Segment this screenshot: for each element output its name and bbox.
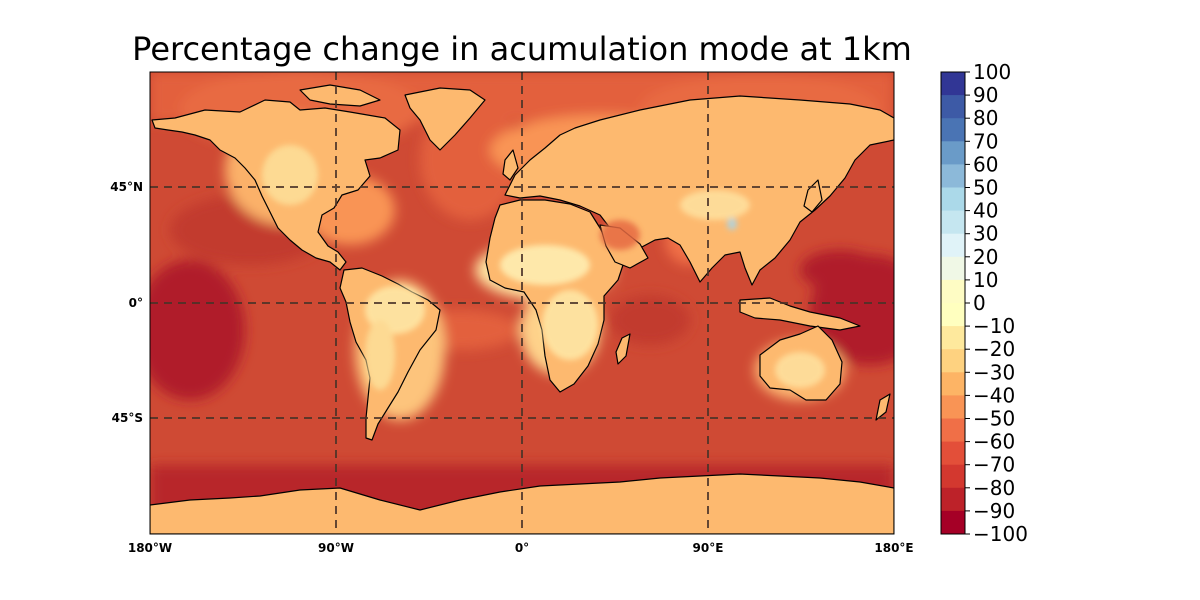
colorbar-swatch bbox=[941, 233, 965, 258]
colorbar-label: −50 bbox=[973, 407, 1015, 431]
land-indonesia bbox=[739, 297, 861, 331]
colorbar-label: −10 bbox=[973, 314, 1015, 338]
colorbar-swatch bbox=[941, 510, 965, 535]
colorbar-swatch bbox=[941, 72, 965, 96]
colorbar-swatch bbox=[941, 487, 965, 512]
colorbar-label: 40 bbox=[973, 199, 998, 223]
map-title: Percentage change in acumulation mode at… bbox=[132, 30, 912, 68]
colorbar-swatch bbox=[941, 418, 965, 443]
colorbar-label: −30 bbox=[973, 360, 1015, 384]
colorbar-label: −40 bbox=[973, 383, 1015, 407]
land-antarctica bbox=[150, 473, 894, 534]
lon-tick-label: 90°W bbox=[318, 541, 354, 555]
lat-tick-label: 45°N bbox=[110, 180, 143, 194]
map-area bbox=[150, 72, 894, 534]
land-greenland bbox=[404, 87, 486, 151]
colorbar-swatch bbox=[941, 118, 965, 142]
land-light-contours bbox=[262, 145, 825, 390]
colorbar-label: 30 bbox=[973, 222, 998, 246]
colorbar-swatch bbox=[941, 372, 965, 396]
colorbar-label: 90 bbox=[973, 83, 998, 107]
colorbar-label: −60 bbox=[973, 430, 1015, 454]
colorbar-swatch bbox=[941, 95, 965, 119]
colorbar-label: −80 bbox=[973, 476, 1015, 500]
lon-tick-label: 180°W bbox=[128, 541, 172, 555]
lon-tick-label: 90°E bbox=[693, 541, 724, 555]
gridlines bbox=[150, 72, 894, 534]
colorbar: 1009080706050403020100−10−20−30−40−50−60… bbox=[940, 60, 1028, 546]
colorbar-label: −20 bbox=[973, 337, 1015, 361]
colorbar-swatch bbox=[941, 210, 965, 235]
colorbar-label: 80 bbox=[973, 106, 998, 130]
map-frame bbox=[149, 71, 895, 535]
colorbar-label: −90 bbox=[973, 499, 1015, 523]
lon-tick-label: 180°E bbox=[874, 541, 913, 555]
colorbar-swatch bbox=[941, 303, 965, 327]
colorbar-swatch bbox=[941, 256, 965, 281]
colorbar-label: 10 bbox=[973, 268, 998, 292]
colorbar-swatch bbox=[941, 164, 965, 188]
colorbar-label: 100 bbox=[973, 60, 1011, 84]
colorbar-label: 0 bbox=[973, 291, 986, 315]
land-arctic-islands bbox=[299, 84, 381, 107]
lon-tick-label: 0° bbox=[515, 541, 529, 555]
colorbar-label: 50 bbox=[973, 176, 998, 200]
colorbar-swatch bbox=[941, 395, 965, 419]
land-madagascar bbox=[615, 333, 631, 365]
colorbar-swatch bbox=[941, 187, 965, 212]
colorbar-swatch bbox=[941, 279, 965, 304]
colorbar-label: −100 bbox=[973, 522, 1028, 546]
lat-tick-label: 0° bbox=[129, 296, 143, 310]
colorbar-label: −70 bbox=[973, 453, 1015, 477]
colorbar-swatch bbox=[941, 441, 965, 466]
latitude-labels: 45°N 0° 45°S bbox=[110, 180, 143, 425]
land-uk bbox=[502, 149, 519, 181]
colorbar-swatch bbox=[941, 326, 965, 350]
colorbar-swatch bbox=[941, 141, 965, 165]
lat-tick-label: 45°S bbox=[112, 411, 143, 425]
land-japan bbox=[803, 179, 823, 213]
colorbar-swatch bbox=[941, 464, 965, 489]
colorbar-label: 60 bbox=[973, 152, 998, 176]
land-new-zealand bbox=[875, 393, 891, 421]
longitude-labels: 180°W 90°W 0° 90°E 180°E bbox=[128, 541, 914, 555]
colorbar-label: 70 bbox=[973, 129, 998, 153]
colorbar-swatch bbox=[941, 349, 965, 373]
colorbar-label: 20 bbox=[973, 245, 998, 269]
